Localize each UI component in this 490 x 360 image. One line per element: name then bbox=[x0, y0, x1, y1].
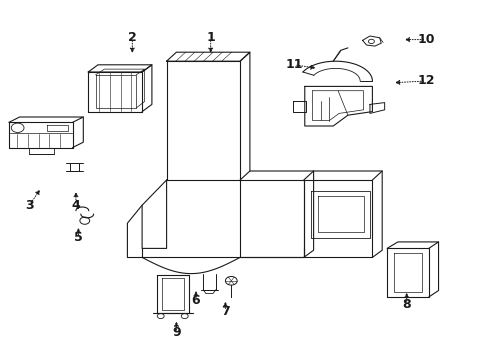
Text: 1: 1 bbox=[206, 31, 215, 44]
Text: 5: 5 bbox=[74, 231, 83, 244]
Text: 12: 12 bbox=[417, 75, 435, 87]
Text: 6: 6 bbox=[192, 294, 200, 307]
Text: 7: 7 bbox=[221, 305, 230, 318]
Text: 3: 3 bbox=[25, 199, 34, 212]
Text: 4: 4 bbox=[72, 199, 80, 212]
Text: 10: 10 bbox=[417, 33, 435, 46]
Text: 9: 9 bbox=[172, 327, 181, 339]
Text: 8: 8 bbox=[402, 298, 411, 311]
Text: 11: 11 bbox=[285, 58, 303, 71]
Text: 2: 2 bbox=[128, 31, 137, 44]
